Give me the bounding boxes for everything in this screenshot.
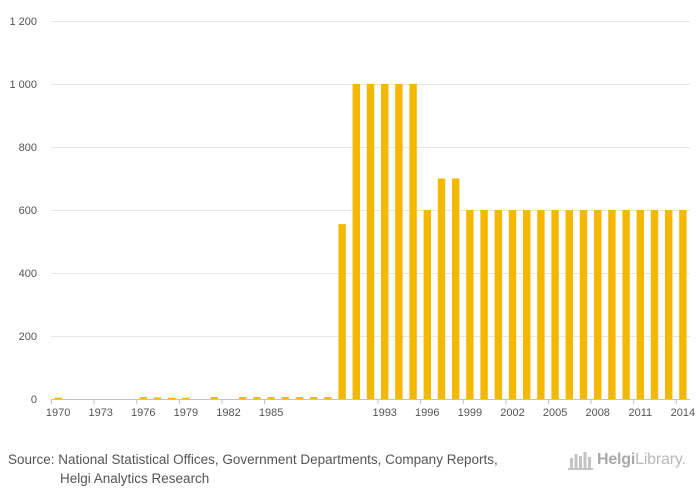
- bar-2005: [551, 210, 559, 399]
- bar-1989: [324, 397, 332, 399]
- helgi-library-logo: HelgiLibrary.: [568, 447, 692, 473]
- x-tick-label: 2014: [671, 407, 695, 419]
- bar-1998: [452, 178, 460, 399]
- x-tick-label: 1976: [131, 407, 155, 419]
- bar-1990: [338, 224, 346, 399]
- source-note: Source: National Statistical Offices, Go…: [8, 450, 548, 488]
- x-tick-label: 1973: [88, 407, 112, 419]
- x-tick-label: 1982: [216, 407, 240, 419]
- bars: [54, 84, 687, 399]
- bar-2014: [679, 210, 687, 399]
- bar-2003: [523, 210, 531, 399]
- y-tick-label: 0: [31, 394, 37, 406]
- y-tick-label: 1 200: [9, 16, 37, 28]
- bar-1979: [182, 397, 190, 399]
- x-tick-label: 2008: [585, 407, 609, 419]
- bar-1995: [409, 84, 417, 399]
- bar-1984: [253, 397, 261, 399]
- library-logo-icon: [568, 452, 593, 470]
- bar-2001: [494, 210, 502, 399]
- bar-chart: 0 200 400 600 800 1 000 1 200 1970 1973 1976 1979…: [9, 16, 695, 419]
- x-tick-label: 1996: [415, 407, 439, 419]
- bar-1996: [423, 210, 431, 399]
- bar-1970: [54, 397, 62, 399]
- x-tick-label: 2011: [628, 407, 652, 419]
- source-line-1: Source: National Statistical Offices, Go…: [8, 452, 498, 467]
- y-tick-label: 1 000: [9, 79, 37, 91]
- bar-1992: [366, 84, 375, 399]
- x-tick-label: 2005: [543, 407, 567, 419]
- bar-1981: [210, 397, 218, 399]
- bar-2008: [594, 210, 602, 399]
- x-axis-ticks: 1970 1973 1976 1979 1982 1985 1993 1996 1999 2002…: [46, 399, 695, 419]
- x-tick-label: 1970: [46, 407, 70, 419]
- bar-2013: [665, 210, 673, 399]
- bar-2007: [579, 210, 588, 399]
- y-tick-label: 400: [19, 268, 37, 280]
- bar-1985: [267, 397, 275, 399]
- y-tick-label: 600: [19, 205, 37, 217]
- bar-1978: [168, 397, 176, 399]
- bar-1993: [381, 84, 389, 399]
- bar-2011: [636, 210, 644, 399]
- bar-1986: [281, 397, 289, 399]
- bar-1991: [352, 84, 360, 399]
- bar-1976: [139, 397, 147, 399]
- bar-1999: [466, 210, 474, 399]
- bar-1997: [437, 178, 446, 399]
- bar-2012: [650, 210, 659, 399]
- bar-1988: [310, 397, 318, 399]
- logo-text: HelgiLibrary.: [597, 451, 686, 468]
- bar-1987: [295, 397, 304, 399]
- y-tick-label: 800: [19, 142, 37, 154]
- bar-2010: [622, 210, 630, 399]
- bar-2009: [608, 210, 616, 399]
- bar-1977: [153, 397, 162, 399]
- x-tick-label: 1979: [174, 407, 198, 419]
- bar-2004: [537, 210, 545, 399]
- bar-1983: [239, 397, 247, 399]
- y-axis-ticks: 0 200 400 600 800 1 000 1 200: [9, 16, 37, 406]
- bar-2002: [508, 210, 517, 399]
- x-tick-label: 1985: [259, 407, 283, 419]
- y-tick-label: 200: [19, 331, 37, 343]
- x-tick-label: 1993: [372, 407, 396, 419]
- bar-1994: [395, 84, 403, 399]
- x-tick-label: 2002: [500, 407, 524, 419]
- source-line-2: Helgi Analytics Research: [60, 471, 210, 486]
- bar-2000: [480, 210, 488, 399]
- bar-2006: [565, 210, 573, 399]
- x-tick-label: 1999: [458, 407, 482, 419]
